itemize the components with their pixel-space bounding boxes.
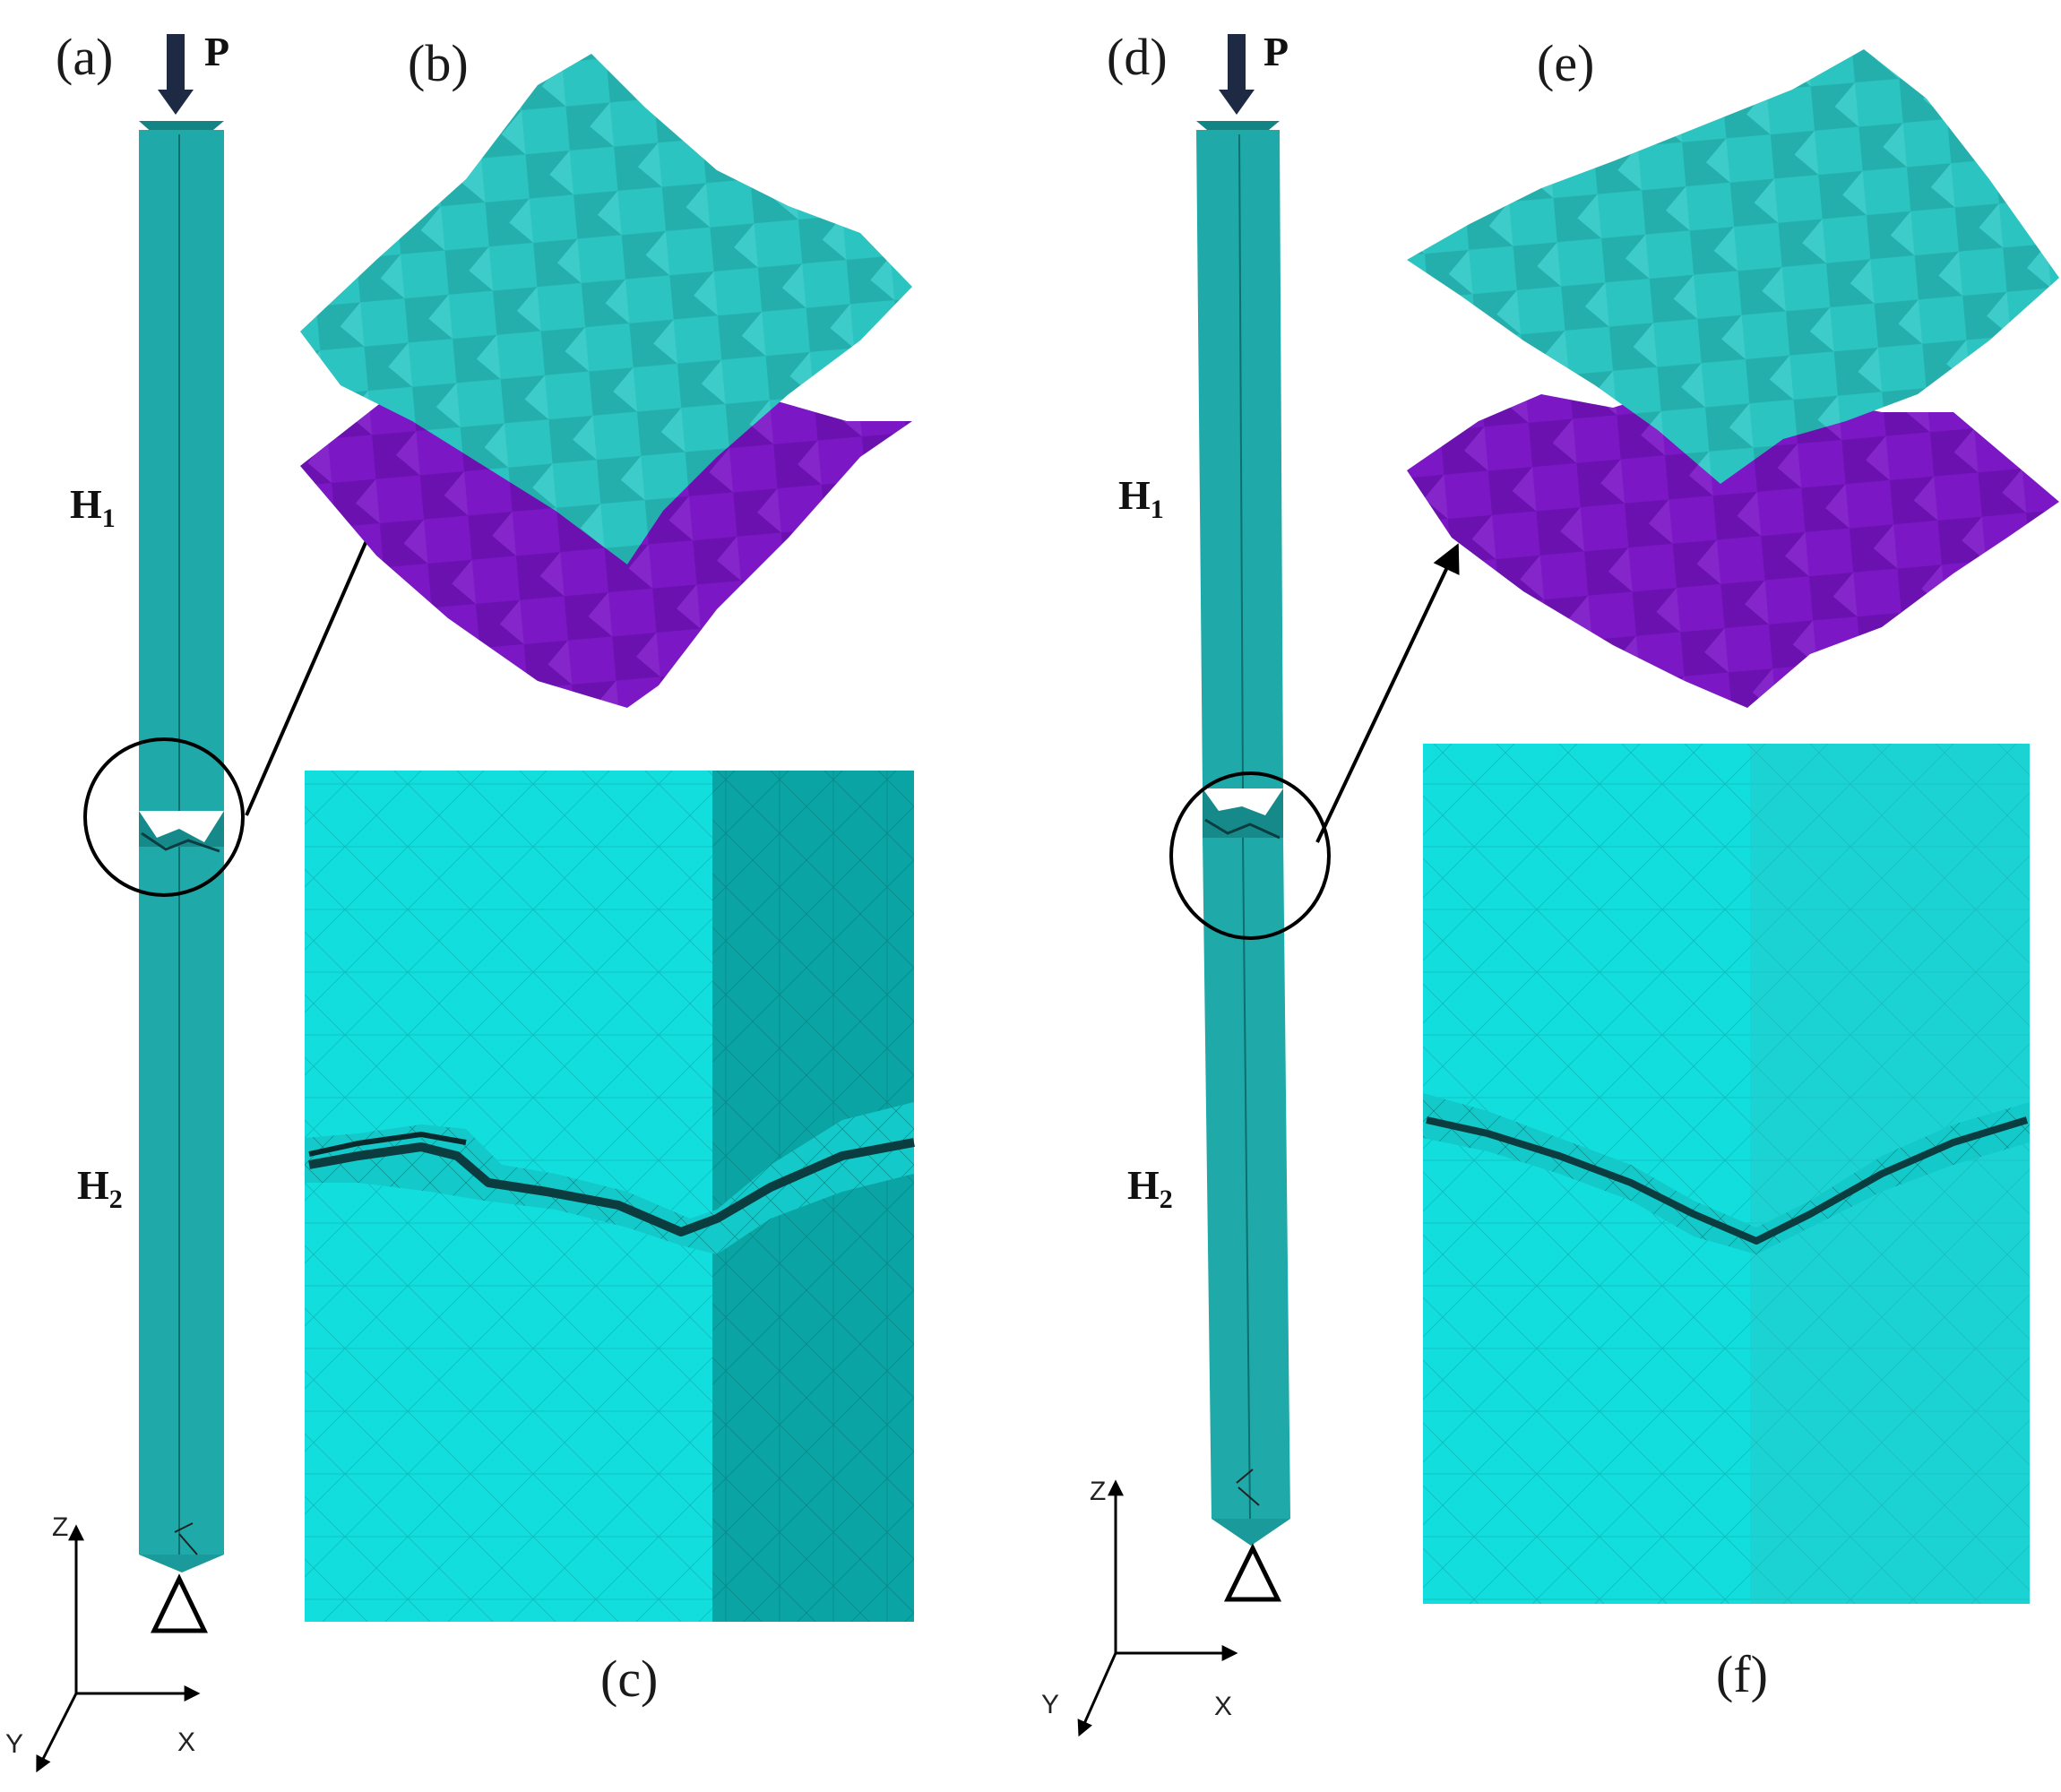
panel-label-e: (e): [1537, 34, 1595, 92]
axis-triad-left: [36, 1524, 201, 1773]
panel-label-b: (b): [408, 34, 469, 92]
pin-support-a: [151, 1573, 208, 1633]
segment-h2-label-a: H2: [77, 1162, 123, 1215]
surfaces-b: [300, 54, 912, 708]
load-arrow-d: [1219, 34, 1255, 115]
segment-h1-label-d: H1: [1118, 472, 1164, 525]
surfaces-e: [1407, 49, 2059, 708]
segment-h1-label-a: H1: [70, 481, 116, 534]
axis-triad-right: [1077, 1479, 1238, 1737]
load-label-d: P: [1263, 29, 1289, 74]
zoom-arrow-d: [1315, 543, 1460, 843]
segment-h2-label-d: H2: [1127, 1162, 1173, 1215]
mesh-detail-c: [305, 771, 915, 1622]
zoom-circle-d: [1169, 771, 1331, 940]
zoom-circle-a: [83, 737, 245, 897]
axis-z-label-right: Z: [1090, 1477, 1107, 1506]
axis-y-label-right: Y: [1041, 1690, 1060, 1719]
axis-z-label-left: Z: [52, 1512, 69, 1542]
panel-label-c: (c): [600, 1650, 659, 1708]
load-arrow-a: [158, 34, 194, 115]
zoom-arrow-a: [245, 496, 388, 816]
axis-x-label-left: X: [177, 1727, 196, 1757]
column-d: [1196, 121, 1290, 1546]
axis-x-label-right: X: [1214, 1692, 1233, 1721]
panel-label-f: (f): [1716, 1645, 1768, 1703]
panel-label-a: (a): [56, 28, 114, 86]
column-a: [139, 121, 224, 1572]
pin-support-d: [1223, 1543, 1282, 1602]
load-label-a: P: [204, 29, 230, 74]
mesh-detail-f: [1423, 744, 2030, 1604]
panel-label-d: (d): [1107, 28, 1168, 86]
axis-y-label-left: Y: [5, 1729, 24, 1759]
